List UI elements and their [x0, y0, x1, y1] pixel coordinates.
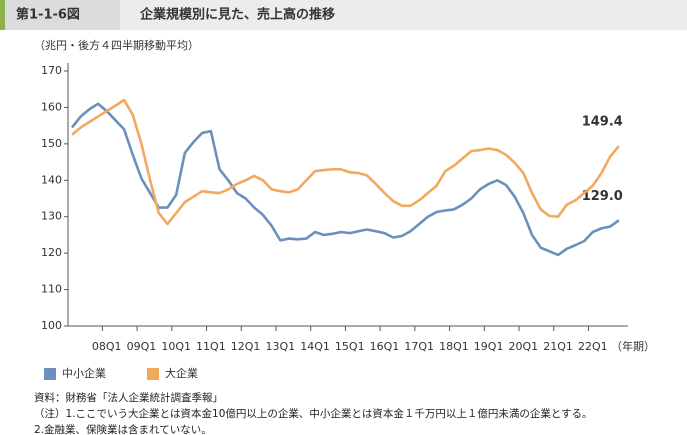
series-line [71, 98, 620, 226]
legend-swatch [147, 368, 159, 380]
y-tick-label: 170 [41, 64, 62, 77]
legend-swatch [44, 368, 56, 380]
x-tick-label: 18Q1 [439, 340, 469, 353]
x-tick-label: 08Q1 [92, 340, 122, 353]
x-tick-label: 09Q1 [127, 340, 157, 353]
note: 資料：財務省「法人企業統計調査季報」 [34, 391, 223, 404]
unit-label: （兆円・後方４四半期移動平均） [34, 38, 199, 52]
y-tick-label: 100 [41, 319, 62, 332]
x-tick-label: 17Q1 [404, 340, 434, 353]
header-accent [0, 0, 5, 30]
value-label: 149.4 [582, 115, 623, 130]
header-number-box [0, 0, 120, 30]
x-tick-label: 21Q1 [543, 340, 573, 353]
legend-label: 大企業 [165, 366, 198, 380]
y-tick-label: 110 [41, 283, 62, 296]
x-tick-label: 10Q1 [161, 340, 191, 353]
y-tick-label: 120 [41, 246, 62, 259]
y-tick-label: 130 [41, 210, 62, 223]
x-tick-label: 13Q1 [265, 340, 295, 353]
x-tick-label: 14Q1 [300, 340, 330, 353]
note: 2.金融業、保険業は含まれていない。 [34, 423, 212, 435]
x-tick-label: 20Q1 [509, 340, 539, 353]
y-tick-label: 150 [41, 137, 62, 150]
figure-number: 第1-1-6図 [16, 7, 80, 23]
legend-label: 中小企業 [62, 366, 106, 380]
x-axis-label: （年期） [611, 339, 655, 353]
x-tick-label: 16Q1 [370, 340, 400, 353]
x-tick-label: 19Q1 [474, 340, 504, 353]
x-tick-label: 12Q1 [231, 340, 261, 353]
y-tick-label: 160 [41, 100, 62, 113]
x-tick-label: 22Q1 [578, 340, 608, 353]
note: （注）1.ここでいう大企業とは資本金10億円以上の企業、中小企業とは資本金１千万… [34, 407, 593, 420]
y-tick-label: 140 [41, 173, 62, 186]
chart-title: 企業規模別に見た、売上高の推移 [139, 7, 335, 23]
value-label: 129.0 [582, 189, 623, 204]
x-tick-label: 15Q1 [335, 340, 365, 353]
x-tick-label: 11Q1 [196, 340, 226, 353]
series-line [70, 102, 620, 257]
